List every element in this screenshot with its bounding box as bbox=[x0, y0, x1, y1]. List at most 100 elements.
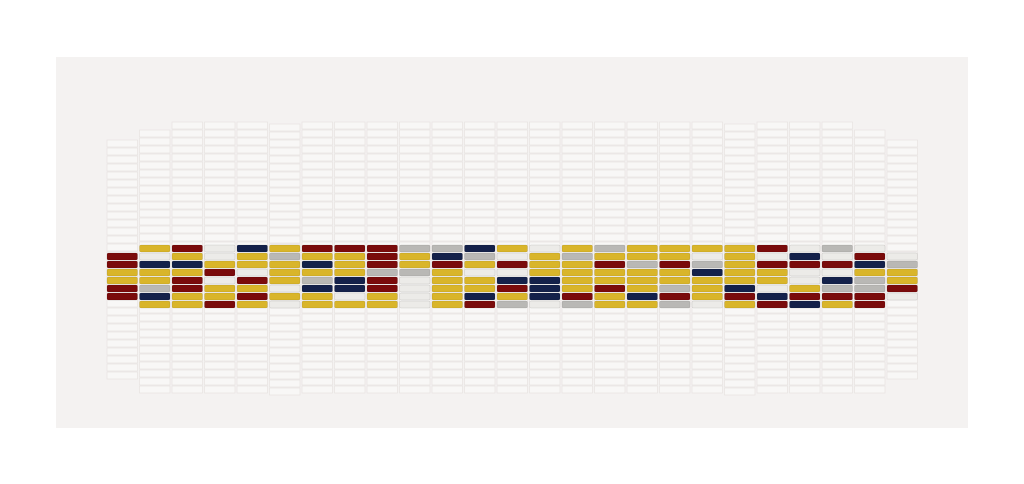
colored-tile bbox=[139, 276, 171, 285]
faint-tile bbox=[821, 313, 853, 322]
faint-tile bbox=[691, 177, 723, 186]
colored-tile bbox=[236, 292, 268, 301]
faint-tile bbox=[789, 385, 821, 394]
faint-tile bbox=[171, 185, 203, 194]
faint-tile bbox=[626, 153, 658, 162]
faint-tile bbox=[139, 385, 171, 394]
faint-tile bbox=[399, 201, 431, 210]
faint-tile bbox=[236, 201, 268, 210]
faint-tile bbox=[171, 145, 203, 154]
faint-tile bbox=[366, 137, 398, 146]
faint-tile bbox=[886, 139, 918, 148]
faint-tile bbox=[691, 121, 723, 130]
faint-tile bbox=[334, 345, 366, 354]
faint-tile bbox=[626, 233, 658, 242]
faint-tile bbox=[886, 331, 918, 340]
colored-tile bbox=[789, 252, 821, 261]
faint-tile bbox=[106, 339, 138, 348]
faint-tile bbox=[464, 185, 496, 194]
faint-tile bbox=[659, 129, 691, 138]
colored-tile bbox=[756, 244, 788, 253]
faint-tile bbox=[529, 361, 561, 370]
faint-tile bbox=[139, 137, 171, 146]
faint-tile bbox=[431, 185, 463, 194]
colored-tile bbox=[464, 268, 496, 277]
colored-tile bbox=[464, 300, 496, 309]
faint-tile bbox=[269, 187, 301, 196]
faint-tile bbox=[626, 337, 658, 346]
faint-tile bbox=[594, 121, 626, 130]
faint-tile bbox=[399, 345, 431, 354]
colored-tile bbox=[594, 268, 626, 277]
faint-tile bbox=[139, 209, 171, 218]
faint-tile bbox=[789, 209, 821, 218]
faint-tile bbox=[789, 185, 821, 194]
colored-tile bbox=[821, 292, 853, 301]
faint-tile bbox=[399, 185, 431, 194]
faint-tile bbox=[204, 209, 236, 218]
faint-tile bbox=[886, 339, 918, 348]
faint-tile bbox=[561, 361, 593, 370]
faint-tile bbox=[269, 219, 301, 228]
faint-tile bbox=[529, 329, 561, 338]
faint-tile bbox=[204, 161, 236, 170]
faint-tile bbox=[789, 121, 821, 130]
faint-tile bbox=[561, 145, 593, 154]
faint-tile bbox=[334, 129, 366, 138]
colored-tile bbox=[139, 252, 171, 261]
faint-tile bbox=[789, 369, 821, 378]
colored-tile bbox=[301, 244, 333, 253]
faint-tile bbox=[691, 321, 723, 330]
faint-tile bbox=[594, 201, 626, 210]
faint-tile bbox=[366, 129, 398, 138]
faint-tile bbox=[756, 185, 788, 194]
colored-tile bbox=[691, 292, 723, 301]
colored-tile bbox=[399, 300, 431, 309]
colored-tile bbox=[496, 268, 528, 277]
faint-tile bbox=[366, 225, 398, 234]
faint-tile bbox=[659, 225, 691, 234]
faint-tile bbox=[366, 353, 398, 362]
colored-tile bbox=[659, 292, 691, 301]
faint-tile bbox=[756, 321, 788, 330]
faint-tile bbox=[594, 177, 626, 186]
colored-tile bbox=[659, 300, 691, 309]
faint-tile bbox=[854, 369, 886, 378]
faint-tile bbox=[756, 153, 788, 162]
colored-tile bbox=[431, 244, 463, 253]
faint-tile bbox=[789, 193, 821, 202]
faint-tile bbox=[756, 345, 788, 354]
faint-tile bbox=[821, 369, 853, 378]
faint-tile bbox=[626, 225, 658, 234]
faint-tile bbox=[854, 225, 886, 234]
colored-tile bbox=[496, 276, 528, 285]
faint-tile bbox=[854, 321, 886, 330]
faint-tile bbox=[106, 155, 138, 164]
faint-tile bbox=[236, 217, 268, 226]
colored-tile bbox=[464, 260, 496, 269]
faint-tile bbox=[854, 201, 886, 210]
faint-tile bbox=[789, 145, 821, 154]
faint-tile bbox=[659, 337, 691, 346]
faint-tile bbox=[204, 145, 236, 154]
colored-tile bbox=[724, 244, 756, 253]
faint-tile bbox=[301, 321, 333, 330]
faint-tile bbox=[106, 147, 138, 156]
faint-tile bbox=[854, 337, 886, 346]
faint-tile bbox=[594, 161, 626, 170]
faint-tile bbox=[854, 185, 886, 194]
colored-tile bbox=[789, 284, 821, 293]
faint-tile bbox=[821, 233, 853, 242]
faint-tile bbox=[236, 353, 268, 362]
faint-tile bbox=[821, 377, 853, 386]
faint-tile bbox=[821, 321, 853, 330]
faint-tile bbox=[431, 145, 463, 154]
colored-tile bbox=[659, 260, 691, 269]
colored-tile bbox=[594, 252, 626, 261]
colored-tile bbox=[496, 300, 528, 309]
faint-tile bbox=[691, 345, 723, 354]
colored-tile bbox=[821, 244, 853, 253]
faint-tile bbox=[821, 185, 853, 194]
faint-tile bbox=[204, 137, 236, 146]
